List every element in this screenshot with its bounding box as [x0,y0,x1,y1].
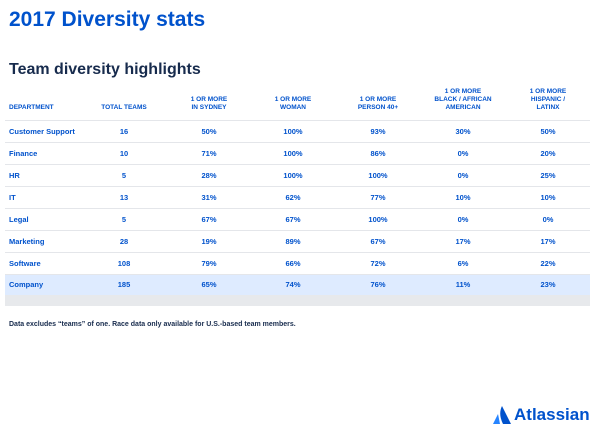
header-line: 1 OR MORE [444,88,482,95]
column-header: TOTAL TEAMS [84,104,164,112]
cell: 62% [285,193,301,202]
row-separator [5,208,590,209]
header-line: IN SYDNEY [191,104,227,111]
header-line: 1 OR MORE [359,96,397,103]
row-label: Company [9,280,44,289]
cell: 67% [370,237,386,246]
cell: 17% [540,237,556,246]
logo-text: Atlassian [514,405,590,424]
column-header: DEPARTMENT [9,104,54,112]
cell: 86% [370,149,386,158]
row-separator [5,164,590,165]
header-line: WOMAN [280,104,306,111]
cell: 17% [455,237,471,246]
column-header: 1 OR MORE IN SYDNEY [169,96,249,112]
column-header: 1 OR MORE BLACK / AFRICAN AMERICAN [423,88,503,112]
cell: 25% [540,171,556,180]
cell: 10% [455,193,471,202]
cell: 20% [540,149,556,158]
cell: 100% [368,171,388,180]
cell: 10 [119,149,129,158]
cell: 5 [121,171,127,180]
column-header: 1 OR MORE HISPANIC / LATINX [508,88,588,112]
row-separator [5,274,590,275]
column-header: 1 OR MORE PERSON 40+ [338,96,418,112]
title: 2017 Diversity stats [9,8,206,31]
row-label: HR [9,171,20,180]
cell: 66% [285,259,301,268]
column-header: 1 OR MORE WOMAN [253,96,333,112]
cell: 28 [119,237,129,246]
row-separator [5,120,590,121]
cell: 72% [370,259,386,268]
cell: 6% [457,259,469,268]
row-label: IT [9,193,16,202]
cell: 108 [117,259,131,268]
cell: 100% [283,127,303,136]
cell: 16 [119,127,129,136]
logo: Atlassian [492,405,590,425]
cell: 19% [201,237,217,246]
header-line: BLACK / AFRICAN [434,96,492,103]
row-label: Finance [9,149,38,158]
cell: 76% [370,280,386,289]
cell: 23% [540,280,556,289]
row-label: Legal [9,215,29,224]
cell: 71% [201,149,217,158]
cell: 10% [540,193,556,202]
cell: 65% [201,280,217,289]
cell: 79% [201,259,217,268]
cell: 89% [285,237,301,246]
cell: 31% [201,193,217,202]
logo-icon [493,406,511,424]
header-line: DEPARTMENT [9,104,54,111]
header-line: HISPANIC / [530,96,566,103]
cell: 22% [540,259,556,268]
header-line: 1 OR MORE [529,88,567,95]
row-separator [5,252,590,253]
cell: 67% [285,215,301,224]
cell: 77% [370,193,386,202]
highlight-row [5,274,590,295]
cell: 0% [457,171,469,180]
cell: 5 [121,215,127,224]
cell: 50% [540,127,556,136]
header-line: 1 OR MORE [190,96,228,103]
table-footer-band [5,295,590,306]
cell: 74% [285,280,301,289]
row-separator [5,186,590,187]
cell: 50% [201,127,217,136]
row-label: Customer Support [9,127,75,136]
header-line: PERSON 40+ [357,104,399,111]
cell: 100% [283,171,303,180]
header-line: AMERICAN [445,104,481,111]
cell: 100% [368,215,388,224]
header-line: LATINX [536,104,560,111]
cell: 30% [455,127,471,136]
footnote: Data excludes “teams” of one. Race data … [9,321,296,328]
row-label: Marketing [9,237,45,246]
cell: 11% [455,280,471,289]
header-line: TOTAL TEAMS [101,104,147,111]
row-separator [5,142,590,143]
row-label: Software [9,259,41,268]
cell: 100% [283,149,303,158]
header-line: 1 OR MORE [274,96,312,103]
subtitle: Team diversity highlights [9,61,201,78]
cell: 0% [457,215,469,224]
cell: 93% [370,127,386,136]
cell: 185 [117,280,131,289]
cell: 0% [457,149,469,158]
row-separator [5,230,590,231]
cell: 28% [201,171,217,180]
cell: 0% [542,215,554,224]
cell: 67% [201,215,217,224]
cell: 13 [119,193,129,202]
